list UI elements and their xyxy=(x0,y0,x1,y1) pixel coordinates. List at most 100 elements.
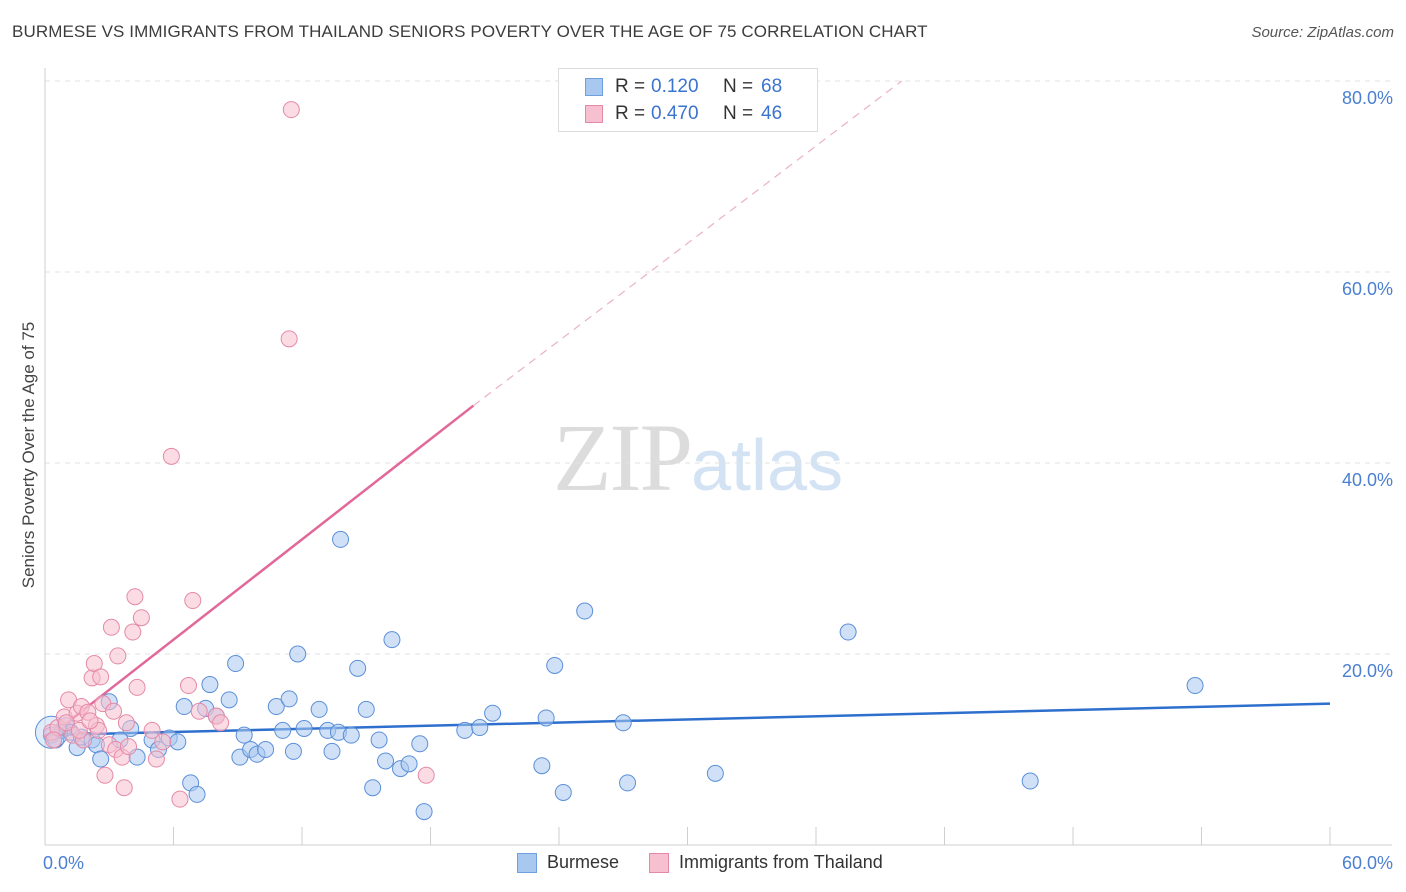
thailand-point xyxy=(45,731,63,749)
y-tick-label: 20.0% xyxy=(1342,661,1393,681)
x-tick-label: 60.0% xyxy=(1342,853,1393,873)
burmese-point xyxy=(546,656,564,674)
thailand-point xyxy=(92,668,110,686)
burmese-point xyxy=(415,803,433,821)
burmese-point xyxy=(471,719,489,737)
thailand-point xyxy=(126,588,144,606)
y-tick-label: 80.0% xyxy=(1342,88,1393,108)
burmese-point xyxy=(267,698,285,716)
burmese-point xyxy=(280,690,298,708)
burmese-point xyxy=(188,785,206,803)
tick-labels: 20.0% 40.0% 60.0% 80.0% 0.0% 60.0% xyxy=(43,88,1393,873)
burmese-point xyxy=(537,709,555,727)
thailand-point xyxy=(179,677,197,695)
watermark-atlas: atlas xyxy=(691,426,844,506)
burmese-point xyxy=(169,733,187,751)
thailand-point xyxy=(282,101,300,119)
chart-title: BURMESE VS IMMIGRANTS FROM THAILAND SENI… xyxy=(12,22,928,41)
burmese-point xyxy=(377,752,395,770)
burmese-trend-line xyxy=(44,702,1331,737)
thailand-point xyxy=(120,738,138,756)
burmese-point xyxy=(295,719,313,737)
thailand-point xyxy=(190,702,208,720)
burmese-point xyxy=(554,783,572,801)
burmese-point xyxy=(839,623,857,641)
source-label: Source: ZipAtlas.com xyxy=(1251,24,1394,41)
thailand-point xyxy=(102,618,120,636)
thailand-point xyxy=(117,714,135,732)
series-label-thailand: Immigrants from Thailand xyxy=(679,852,883,872)
burmese-point xyxy=(400,755,418,773)
legend-r-label: R = xyxy=(615,103,646,124)
trend-lines xyxy=(44,80,1331,741)
burmese-point xyxy=(274,721,292,739)
burmese-point xyxy=(1186,677,1204,695)
legend-swatch-burmese xyxy=(585,78,603,96)
thailand-point xyxy=(280,330,298,348)
burmese-point xyxy=(332,530,350,548)
burmese-point xyxy=(235,726,253,744)
burmese-point xyxy=(349,659,367,677)
legend-r-value: 0.470 xyxy=(651,103,699,124)
thailand-point xyxy=(132,609,150,627)
burmese-point xyxy=(1021,772,1039,790)
series-swatch-burmese xyxy=(517,852,537,873)
series-legend-burmese: Burmese xyxy=(517,852,619,873)
thailand-point xyxy=(417,766,435,784)
burmese-point xyxy=(92,750,110,768)
thailand-trend-extension xyxy=(472,80,903,407)
burmese-point xyxy=(364,779,382,797)
thailand-point xyxy=(109,647,127,665)
burmese-point xyxy=(484,704,502,722)
watermark: ZIPatlas xyxy=(553,402,843,513)
y-tick-label: 40.0% xyxy=(1342,470,1393,490)
burmese-point xyxy=(310,700,328,718)
correlation-legend: R = 0.120 N = 68 R = 0.470 N = 46 xyxy=(558,68,818,132)
burmese-point xyxy=(456,721,474,739)
thailand-point xyxy=(143,721,161,739)
legend-r-label: R = xyxy=(615,76,646,97)
x-tick-label: 0.0% xyxy=(43,853,84,873)
y-tick-label: 60.0% xyxy=(1342,279,1393,299)
series-swatch-thailand xyxy=(649,852,670,873)
thailand-point xyxy=(171,790,189,808)
burmese-point xyxy=(201,676,219,694)
burmese-point xyxy=(220,691,238,709)
burmese-point xyxy=(257,741,275,758)
burmese-point xyxy=(576,602,594,620)
thailand-point xyxy=(96,766,114,784)
thailand-point xyxy=(81,712,99,730)
legend-n-value: 46 xyxy=(761,103,783,124)
thailand-point xyxy=(154,733,172,751)
burmese-point xyxy=(175,698,193,716)
thailand-point xyxy=(147,750,165,768)
burmese-point xyxy=(370,731,388,749)
burmese-point xyxy=(619,774,637,792)
thailand-trend-line xyxy=(44,404,475,741)
burmese-point xyxy=(227,655,245,673)
y-axis-title: Seniors Poverty Over the Age of 75 xyxy=(19,322,38,588)
burmese-point xyxy=(342,726,360,744)
thailand-point xyxy=(57,714,75,732)
axes xyxy=(44,68,1392,846)
thailand-point xyxy=(212,714,230,732)
legend-row-burmese: R = 0.120 N = 68 xyxy=(585,75,782,99)
thailand-point xyxy=(70,721,88,739)
series-legend-thailand: Immigrants from Thailand xyxy=(649,852,883,873)
thailand-point xyxy=(162,447,180,465)
watermark-zip: ZIP xyxy=(553,404,693,511)
legend-row-thailand: R = 0.470 N = 46 xyxy=(585,102,782,126)
thailand-point xyxy=(128,678,146,696)
burmese-point xyxy=(533,757,551,775)
thailand-point xyxy=(124,623,142,641)
grid-lines xyxy=(45,80,1392,655)
series-label-burmese: Burmese xyxy=(547,852,620,872)
burmese-point xyxy=(357,700,375,718)
legend-n-value: 68 xyxy=(761,76,783,97)
burmese-point xyxy=(383,631,401,649)
burmese-point xyxy=(289,645,307,663)
series-legend: Burmese Immigrants from Thailand xyxy=(517,852,913,873)
burmese-points xyxy=(34,530,1204,821)
burmese-point xyxy=(284,742,302,760)
